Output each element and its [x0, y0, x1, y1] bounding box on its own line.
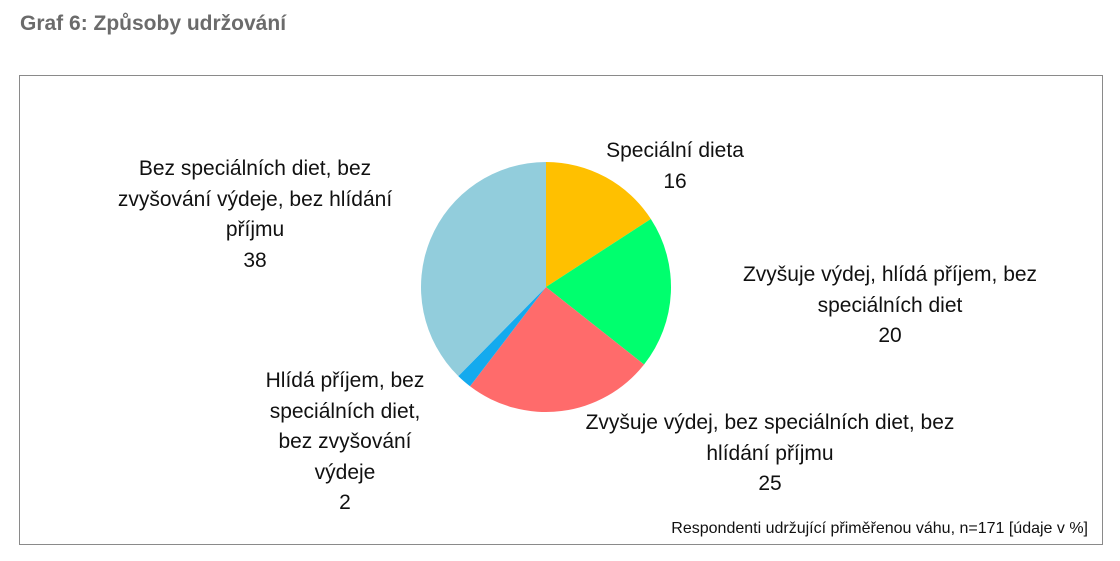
label-zvysuje-bez-hlidani: Zvyšuje výdej, bez speciálních diet, bez… [540, 408, 1000, 500]
label-line: hlídání příjmu [706, 441, 834, 465]
label-line: bez zvyšování [278, 430, 412, 453]
pie-slices [421, 162, 671, 413]
label-value: 16 [663, 169, 687, 193]
label-value: 2 [339, 491, 351, 514]
label-line: Hlídá příjem, bez [265, 369, 425, 392]
slice-zvysuje-bez-hlidani [470, 287, 645, 413]
label-line: výdeje [314, 460, 376, 484]
label-value: 38 [243, 248, 267, 272]
label-line: příjmu [225, 218, 285, 241]
label-line: speciálních diet, [269, 399, 421, 423]
chart-frame: Speciální dieta 16 Zvyšuje výdej, hlídá př… [19, 75, 1103, 545]
label-line: speciálních diet [817, 293, 963, 317]
label-specialni-dieta: Speciální dieta 16 [590, 136, 760, 197]
label-line: Zvyšuje výdej, bez speciálních diet, bez [585, 411, 955, 434]
pie-chart [421, 162, 671, 413]
slice-zvysuje-hlida [546, 218, 671, 365]
label-line: Zvyšuje výdej, hlídá příjem, bez [742, 263, 1038, 286]
slice-bez-diet [421, 162, 546, 377]
label-hlida-prijem: Hlídá příjem, bez speciálních diet, bez zv… [225, 366, 465, 519]
label-value: 20 [878, 324, 902, 347]
label-bez-diet: Bez speciálních diet, bez zvyšování výdej… [75, 154, 435, 276]
chart-heading: Graf 6: Způsoby udržování [20, 12, 287, 35]
slice-hlida-prijem [458, 287, 546, 387]
chart-footnote: Respondenti udržující přiměřenou váhu, n… [671, 520, 1088, 537]
label-value: 25 [758, 472, 782, 495]
label-line: Speciální dieta [606, 139, 744, 162]
slice-specialni-dieta [546, 162, 651, 287]
label-line: zvyšování výdeje, bez hlídání [117, 187, 393, 211]
label-zvysuje-hlida: Zvyšuje výdej, hlídá příjem, bez speciáln… [690, 260, 1090, 352]
label-line: Bez speciálních diet, bez [138, 157, 372, 180]
